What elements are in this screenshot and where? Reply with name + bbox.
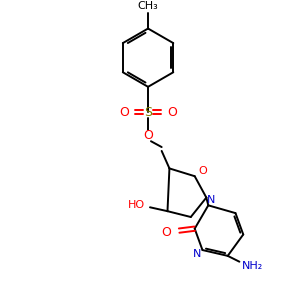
Text: HO: HO bbox=[128, 200, 145, 210]
Text: O: O bbox=[167, 106, 177, 118]
Text: O: O bbox=[119, 106, 129, 118]
Text: O: O bbox=[198, 166, 207, 176]
Text: N: N bbox=[207, 194, 215, 205]
Text: O: O bbox=[162, 226, 172, 239]
Text: NH₂: NH₂ bbox=[242, 261, 264, 271]
Text: N: N bbox=[192, 249, 201, 259]
Text: S: S bbox=[144, 106, 152, 118]
Text: O: O bbox=[143, 129, 153, 142]
Text: CH₃: CH₃ bbox=[138, 1, 158, 11]
